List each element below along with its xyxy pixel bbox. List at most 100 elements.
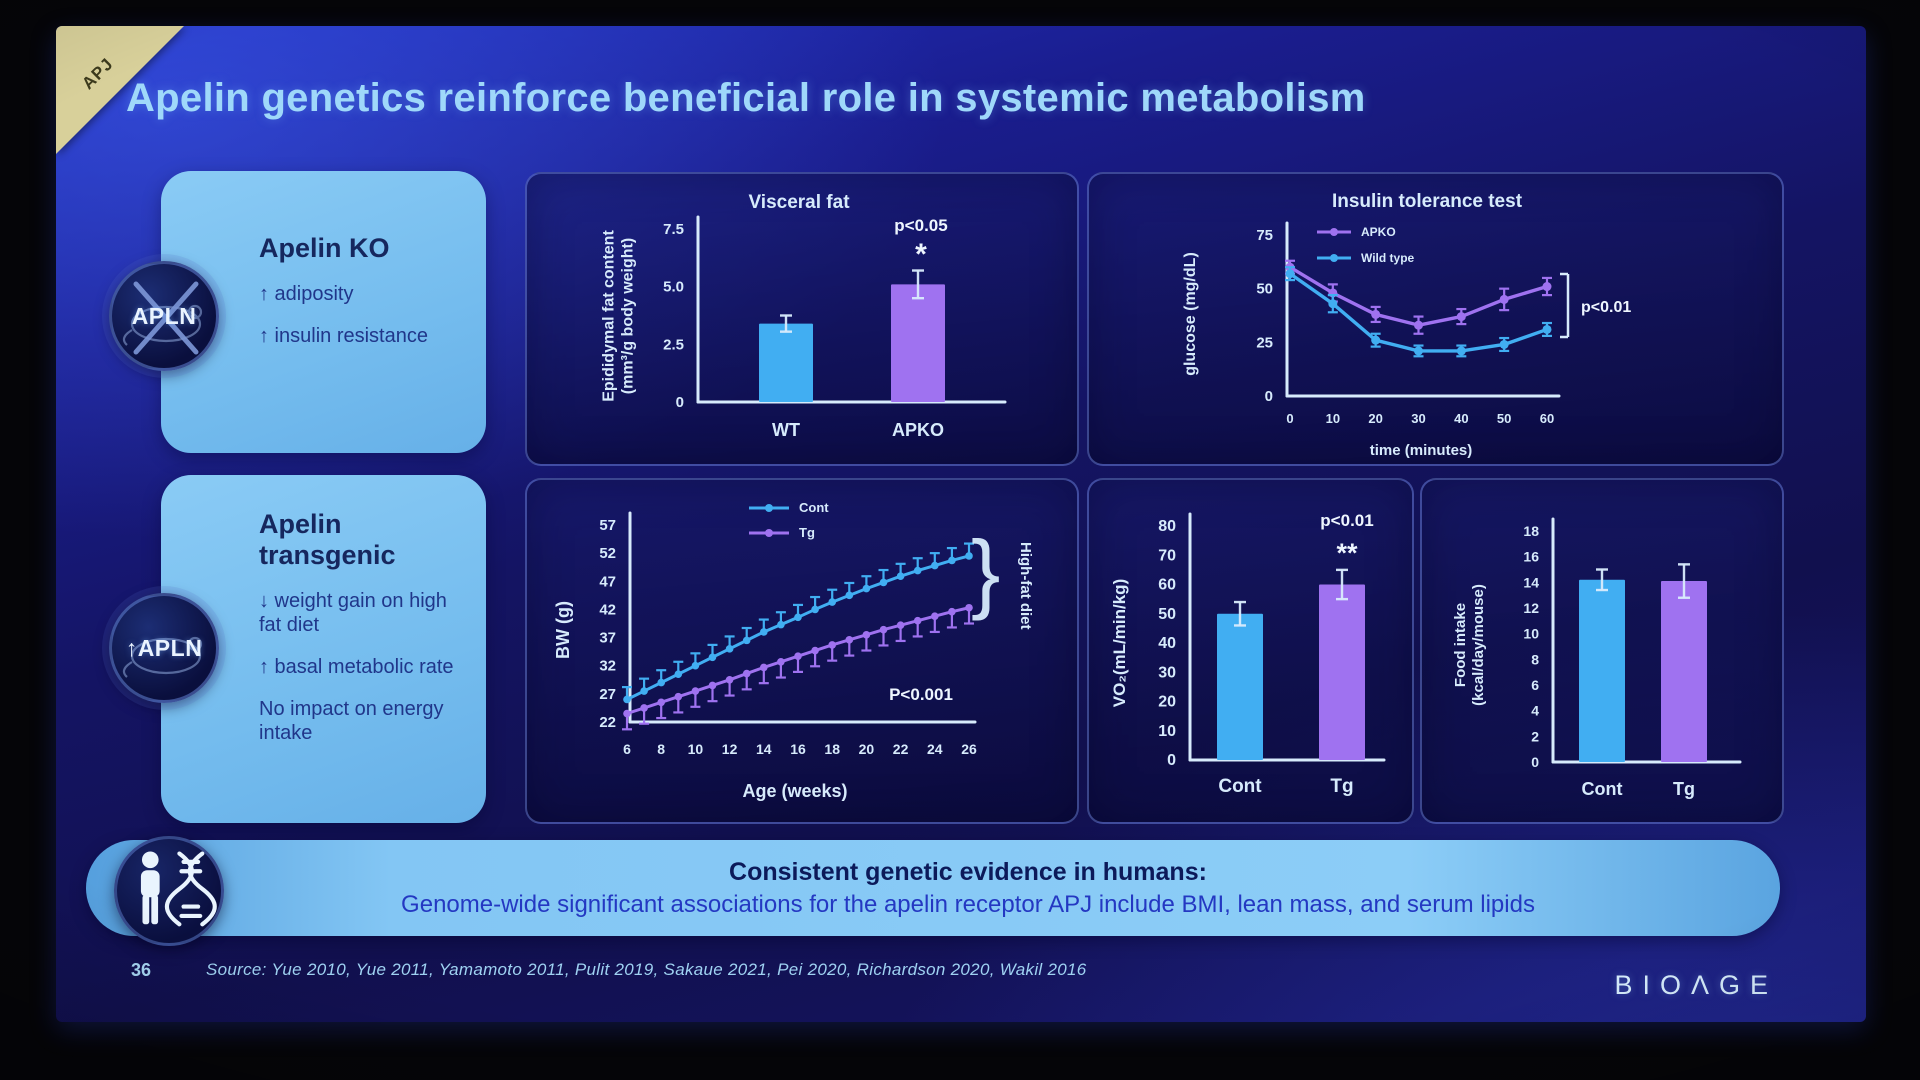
source-citation: Source: Yue 2010, Yue 2011, Yamamoto 201… xyxy=(206,960,1087,979)
legend-label: APKO xyxy=(1361,225,1396,239)
legend-item-Cont: Cont xyxy=(749,500,829,515)
y-tick-label: 22 xyxy=(599,714,616,731)
y-axis-label: glucose (mg/dL) xyxy=(1182,252,1199,376)
x-tick-label: 18 xyxy=(824,741,840,757)
y-tick-label: 57 xyxy=(599,517,616,534)
x-tick-label: 14 xyxy=(756,741,772,757)
category-label: Tg xyxy=(1673,779,1695,799)
mouse-icon xyxy=(122,636,203,678)
corner-tag-triangle xyxy=(56,26,184,154)
p-value: p<0.01 xyxy=(1581,299,1631,316)
y-tick-label: 50 xyxy=(1158,606,1176,623)
y-tick-label: 37 xyxy=(599,630,616,647)
y-tick-label: 50 xyxy=(1256,281,1273,298)
y-axis-label: BW (g) xyxy=(553,601,573,659)
x-tick-label: 10 xyxy=(688,741,704,757)
y-tick-label: 40 xyxy=(1158,635,1176,652)
bracket-label: High-fat diet xyxy=(1017,542,1034,630)
significance-stars: * xyxy=(915,238,927,271)
y-tick-label: 2 xyxy=(1531,728,1539,744)
category-label: WT xyxy=(772,420,800,440)
legend-item-APKO: APKO xyxy=(1317,225,1396,239)
bar-APKO xyxy=(891,284,945,402)
x-tick-label: 6 xyxy=(623,741,631,757)
chart-food-intake: 0 2 4 6 8 10 12 14 16 18 Food intake(kcal/day/mous… xyxy=(1452,517,1742,799)
y-tick-label: 0 xyxy=(1265,388,1273,405)
y-tick-label: 8 xyxy=(1531,651,1539,667)
chart-panel-insulin-tolerance: 0 25 50 75 Insulin tolerance test glucose (mg… xyxy=(1087,172,1784,466)
category-label: Tg xyxy=(1330,776,1353,797)
apelin-ko-badge: APLN xyxy=(109,261,219,371)
chart-vo2: 0 10 20 30 40 50 60 70 80 VO₂(mL/min/kg) Cont Tg p<0… xyxy=(1110,511,1386,797)
page-title: Apelin genetics reinforce beneficial rol… xyxy=(126,76,1366,120)
x-tick-label: 8 xyxy=(657,741,665,757)
y-tick-label: 75 xyxy=(1256,227,1273,244)
x-tick-label: 30 xyxy=(1411,411,1425,426)
y-tick-label: 42 xyxy=(599,601,616,618)
chart-panel-visceral-fat: 0 2.5 5.0 7.5 Visceral fat Epididymal fat con… xyxy=(525,172,1079,466)
y-axis-label: VO₂(mL/min/kg) xyxy=(1110,579,1129,707)
y-tick-label: 25 xyxy=(1256,334,1273,351)
y-tick-label: 4 xyxy=(1531,703,1539,719)
chart-title: Insulin tolerance test xyxy=(1332,191,1523,212)
banner-heading: Consistent genetic evidence in humans: xyxy=(729,857,1207,886)
series-Wild type xyxy=(1285,266,1552,358)
card-apelin-ko-title: Apelin KO xyxy=(259,233,390,263)
chart-panel-body-weight: 57 52 47 42 37 32 27 22 BW (g) 6 8 10 12 14 16 18 20 22 24… xyxy=(525,478,1079,824)
y-tick-label: 20 xyxy=(1158,694,1176,711)
axes: 0 25 50 75 xyxy=(1256,221,1561,405)
category-label: APKO xyxy=(892,420,944,440)
axes: 0 2.5 5.0 7.5 xyxy=(663,215,1007,411)
bioage-logo: BIOΛGE xyxy=(1614,970,1778,1000)
apelin-ko-badge-label: APLN xyxy=(131,302,197,329)
x-tick-label: 12 xyxy=(722,741,738,757)
x-tick-label: 20 xyxy=(1368,411,1382,426)
person-dna-icon xyxy=(140,851,217,927)
x-tick-label: 10 xyxy=(1326,411,1340,426)
y-tick-label: 14 xyxy=(1523,574,1539,590)
card-apelin-ko-item: ↑ adiposity xyxy=(259,283,354,306)
legend-item-Wild type: Wild type xyxy=(1317,251,1415,265)
p-value: P<0.001 xyxy=(889,685,953,704)
card-apelin-transgenic-item: ↓ weight gain on high fat diet xyxy=(259,590,447,637)
significance-stars: ** xyxy=(1336,538,1358,568)
y-tick-label: 80 xyxy=(1158,518,1176,535)
axes: 0 2 4 6 8 10 12 14 16 18 xyxy=(1523,517,1742,770)
bar-Tg xyxy=(1319,584,1365,760)
banner-body: Genome-wide significant associations for… xyxy=(401,890,1535,918)
x-tick-label: 0 xyxy=(1286,411,1293,426)
y-tick-label: 47 xyxy=(599,573,616,590)
card-apelin-ko-item: ↑ insulin resistance xyxy=(259,325,428,348)
chart-body-weight: 57 52 47 42 37 32 27 22 BW (g) 6 8 10 12 14 16 18 20 22 24… xyxy=(553,500,1034,801)
y-tick-label: 0 xyxy=(1167,752,1176,769)
y-tick-label: 10 xyxy=(1523,626,1539,642)
significance-bracket xyxy=(1560,272,1570,339)
mouse-icon xyxy=(122,281,203,355)
series-Tg xyxy=(622,603,974,731)
y-axis-label: Epididymal fat content (mm³/g body weight… xyxy=(601,230,637,402)
x-tick-label: 20 xyxy=(859,741,875,757)
bars xyxy=(1579,563,1707,762)
bar-Cont xyxy=(1579,579,1625,762)
legend-label: Cont xyxy=(799,500,829,515)
x-tick-label: 26 xyxy=(961,741,977,757)
y-tick-label: 6 xyxy=(1531,677,1539,693)
y-tick-label: 52 xyxy=(599,545,616,562)
x-tick-label: 50 xyxy=(1497,411,1511,426)
page-number: 36 xyxy=(131,960,152,980)
p-value: p<0.05 xyxy=(894,216,947,235)
bars xyxy=(759,269,945,402)
y-tick-label: 7.5 xyxy=(663,221,684,238)
bar-Tg xyxy=(1661,581,1707,762)
y-tick-label: 12 xyxy=(1523,600,1539,616)
y-tick-label: 16 xyxy=(1523,549,1539,565)
crossed-out-icon xyxy=(133,281,199,355)
y-tick-label: 0 xyxy=(676,394,684,411)
x-tick-label: 40 xyxy=(1454,411,1468,426)
y-tick-label: 60 xyxy=(1158,577,1176,594)
chart-title: Visceral fat xyxy=(748,192,850,213)
bar-Cont xyxy=(1217,613,1263,760)
y-tick-label: 30 xyxy=(1158,664,1176,681)
chart-visceral-fat: 0 2.5 5.0 7.5 Visceral fat Epididymal fat con… xyxy=(601,192,1007,440)
